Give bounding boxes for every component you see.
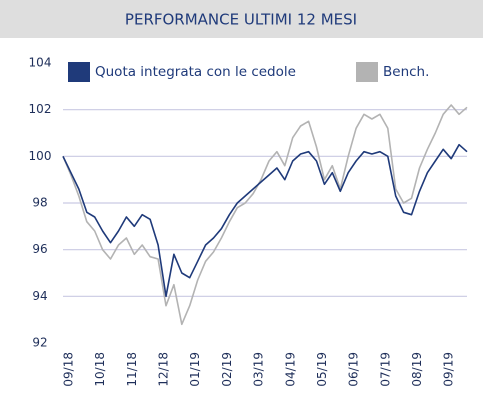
y-tick-label: 104 <box>29 56 52 70</box>
x-tick-label: 01/19 <box>188 352 202 387</box>
y-tick-label: 96 <box>32 242 47 256</box>
legend-label: Quota integrata con le cedole <box>95 64 296 80</box>
y-tick-label: 100 <box>29 149 52 163</box>
y-tick-label: 92 <box>32 336 47 350</box>
x-tick-label: 04/19 <box>283 352 297 387</box>
series-line <box>62 104 468 326</box>
x-tick-label: 05/19 <box>315 352 329 387</box>
y-tick-label: 94 <box>32 289 47 303</box>
x-tick-label: 02/19 <box>220 352 234 387</box>
y-tick-label: 102 <box>29 102 52 116</box>
series-line <box>62 143 468 298</box>
legend-swatch <box>68 62 90 82</box>
x-tick-label: 09/19 <box>442 352 456 387</box>
x-tick-label: 11/18 <box>125 352 139 387</box>
legend-label: Bench. <box>383 64 429 80</box>
x-tick-label: 09/18 <box>62 352 76 387</box>
x-tick-label: 10/18 <box>93 352 107 387</box>
x-tick-label: 08/19 <box>410 352 424 387</box>
x-tick-label: 06/19 <box>347 352 361 387</box>
x-tick-label: 07/19 <box>378 352 392 387</box>
header-bar <box>0 0 483 38</box>
x-tick-label: 03/19 <box>252 352 266 387</box>
legend-swatch <box>356 62 378 82</box>
y-tick-label: 98 <box>32 196 47 210</box>
chart-title: PERFORMANCE ULTIMI 12 MESI <box>125 11 357 29</box>
x-tick-label: 12/18 <box>157 352 171 387</box>
